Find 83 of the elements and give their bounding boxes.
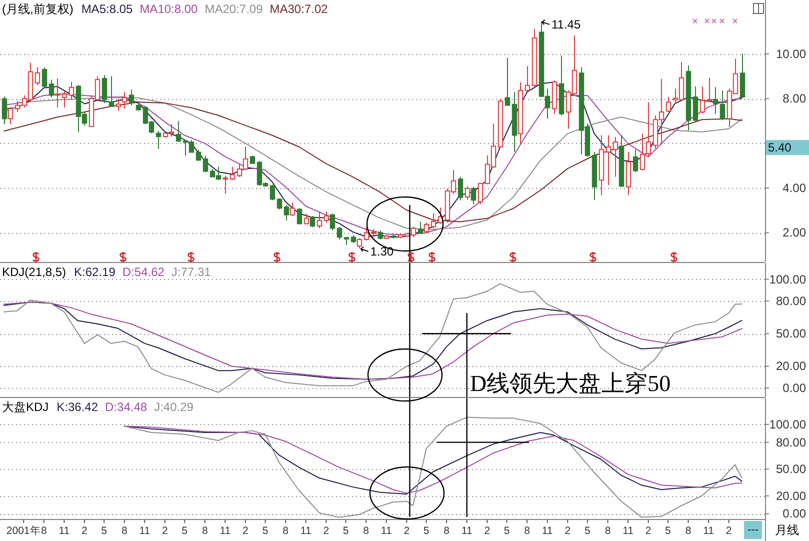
chart-title: 大盘KDJ	[2, 400, 49, 414]
x-tick-label: 5	[262, 525, 268, 537]
x-tick-label: 11	[220, 525, 231, 537]
candlestick	[598, 134, 604, 196]
x-tick-label: 8	[685, 525, 692, 537]
x-tick-label: 5	[423, 525, 430, 537]
y-tick-label: 10.00	[776, 46, 806, 61]
candlestick	[720, 90, 726, 121]
x-tick-label: 2	[404, 525, 410, 537]
x-tick-label: 11	[139, 525, 150, 537]
text: MA10:8.00	[140, 2, 198, 16]
text: MA20:7.09	[204, 2, 264, 16]
y-tick-label: 80.00	[776, 294, 806, 308]
y-tick-label: 8.00	[782, 92, 806, 106]
candlestick	[202, 155, 208, 173]
x-tick-label: 2	[323, 525, 330, 537]
x-tick-label: 11	[380, 525, 392, 537]
series-label: D:34.48	[105, 400, 148, 414]
x-tick-label: 8	[604, 525, 611, 537]
text: MA30:7.02	[270, 2, 328, 16]
candlestick	[270, 184, 276, 201]
annotation: 1.30	[370, 244, 394, 258]
x-tick-label: 5	[584, 525, 591, 537]
x-tick-label: 11	[300, 525, 312, 537]
x-tick-label: 11	[542, 525, 553, 537]
x-tick-label: 2	[726, 525, 732, 537]
x-tick-label: 11	[58, 525, 70, 537]
x-tick-label: 5	[665, 525, 672, 537]
x-tick-label: 2	[162, 525, 168, 537]
text: D:54.62	[122, 265, 165, 279]
y-tick-label: 100.00	[769, 417, 806, 432]
y-tick-label: 4.00	[782, 181, 806, 196]
candlestick	[712, 86, 718, 114]
y-tick-label: 100.00	[769, 272, 806, 286]
x-tick-label: 8	[363, 525, 370, 537]
y-tick-label: 50.00	[776, 462, 806, 476]
y-tick-label: 20.00	[776, 488, 806, 503]
y-tick-label: 20.00	[776, 359, 806, 374]
chart-title: (月线,前复权)	[2, 2, 74, 16]
annotation: D线领先大盘上穿50	[470, 371, 671, 396]
candlestick	[612, 136, 618, 178]
x-tick-label: 5	[182, 525, 188, 537]
x-tick-label: 8	[524, 525, 530, 537]
candlestick	[606, 134, 612, 186]
text: 5.40	[768, 140, 792, 154]
series-label: J:40.29	[154, 400, 194, 414]
text: K:36.42	[56, 400, 98, 414]
x-tick-label: 2	[645, 525, 652, 537]
x-tick-label: 2	[564, 525, 571, 537]
candlestick	[626, 152, 632, 196]
x-tick-label: 11	[461, 525, 472, 537]
x-tick-label: 5	[342, 525, 349, 537]
x-tick-label: 2001年	[6, 525, 41, 537]
candlestick	[686, 65, 692, 131]
y-tick-label: 2.00	[782, 226, 806, 240]
candlestick	[512, 92, 518, 153]
y-tick-label: 50.00	[776, 326, 806, 341]
x-tick-label: 8	[121, 525, 128, 537]
x-tick-label: 2	[242, 525, 249, 537]
y-tick-label: 0.00	[782, 506, 806, 521]
candlestick	[102, 74, 108, 104]
candlestick	[54, 78, 60, 108]
x-tick-label: 2	[82, 525, 88, 537]
annotation: 11.45	[552, 17, 581, 32]
chart-title: KDJ(21,8,5)	[2, 265, 66, 279]
x-tick-label: 8	[40, 525, 47, 537]
x-tick-label: 2	[484, 525, 490, 537]
y-tick-label: 0.00	[782, 380, 806, 395]
y-tick-label: 80.00	[776, 435, 806, 450]
x-tick-label: 8	[444, 525, 450, 537]
x-axis-title: 月线	[775, 523, 799, 537]
candlestick	[592, 152, 598, 201]
text: ---	[748, 524, 759, 536]
x-tick-label: 5	[504, 525, 510, 537]
x-tick-label: 11	[622, 525, 634, 537]
text: K:62.19	[74, 265, 116, 279]
x-tick-label: 8	[282, 525, 289, 537]
candlestick	[518, 82, 524, 145]
x-tick-label: 5	[101, 525, 108, 537]
text: MA5:8.05	[81, 2, 134, 16]
x-tick-label: 11	[703, 525, 714, 537]
text: J:77.31	[171, 265, 212, 279]
x-tick-label: 8	[202, 525, 208, 537]
